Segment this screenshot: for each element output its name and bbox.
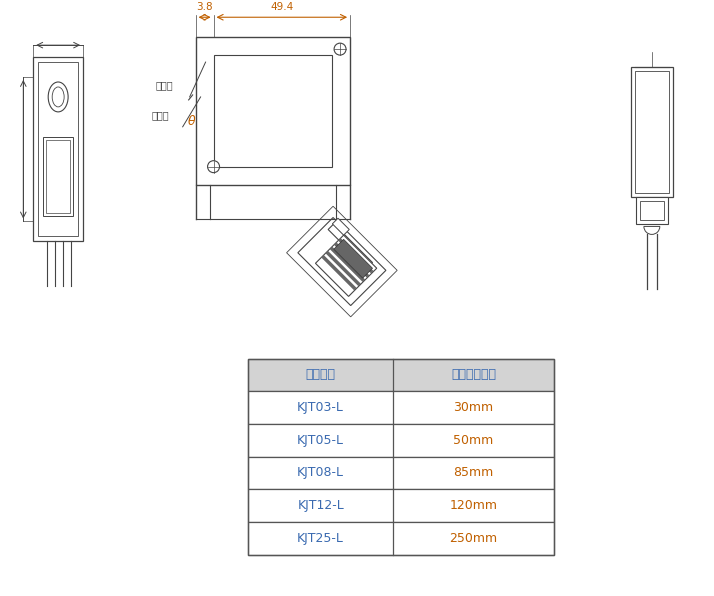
- Bar: [248, 391, 554, 424]
- Text: KJT25-L: KJT25-L: [297, 532, 344, 545]
- Text: 受光轴: 受光轴: [151, 110, 169, 120]
- Text: KJT12-L: KJT12-L: [297, 499, 344, 513]
- Text: 250mm: 250mm: [450, 532, 498, 545]
- Text: 30mm: 30mm: [453, 401, 493, 414]
- Bar: [636, 197, 668, 225]
- Text: 85mm: 85mm: [453, 467, 493, 479]
- Bar: [34, 57, 83, 241]
- Text: KJT08-L: KJT08-L: [297, 467, 344, 479]
- Text: 测定中心距离: 测定中心距离: [451, 368, 496, 381]
- Bar: [640, 200, 664, 221]
- Bar: [248, 522, 554, 555]
- Bar: [44, 136, 73, 216]
- Text: 投光轴: 投光轴: [155, 80, 173, 90]
- Bar: [46, 140, 70, 213]
- Bar: [39, 62, 78, 237]
- Ellipse shape: [52, 87, 64, 107]
- Bar: [248, 489, 554, 522]
- Bar: [298, 218, 386, 306]
- Text: 3.8: 3.8: [196, 2, 213, 13]
- Bar: [196, 37, 350, 185]
- Text: 型号名称: 型号名称: [306, 368, 336, 381]
- Wedge shape: [644, 226, 660, 234]
- Circle shape: [334, 43, 346, 55]
- Bar: [248, 457, 554, 489]
- Bar: [333, 240, 373, 278]
- Bar: [248, 359, 554, 391]
- Text: KJT03-L: KJT03-L: [297, 401, 344, 414]
- Text: KJT05-L: KJT05-L: [297, 434, 344, 446]
- Text: θ: θ: [188, 115, 196, 128]
- Ellipse shape: [49, 82, 68, 112]
- Bar: [316, 235, 377, 296]
- Circle shape: [208, 161, 219, 173]
- Bar: [333, 218, 349, 235]
- Bar: [248, 424, 554, 457]
- Bar: [213, 55, 332, 167]
- Bar: [328, 224, 373, 268]
- Text: 49.4: 49.4: [270, 2, 293, 13]
- Bar: [635, 71, 669, 193]
- Bar: [248, 359, 554, 555]
- Text: 50mm: 50mm: [453, 434, 493, 446]
- Text: 120mm: 120mm: [450, 499, 498, 513]
- Bar: [286, 206, 397, 317]
- Bar: [631, 67, 673, 197]
